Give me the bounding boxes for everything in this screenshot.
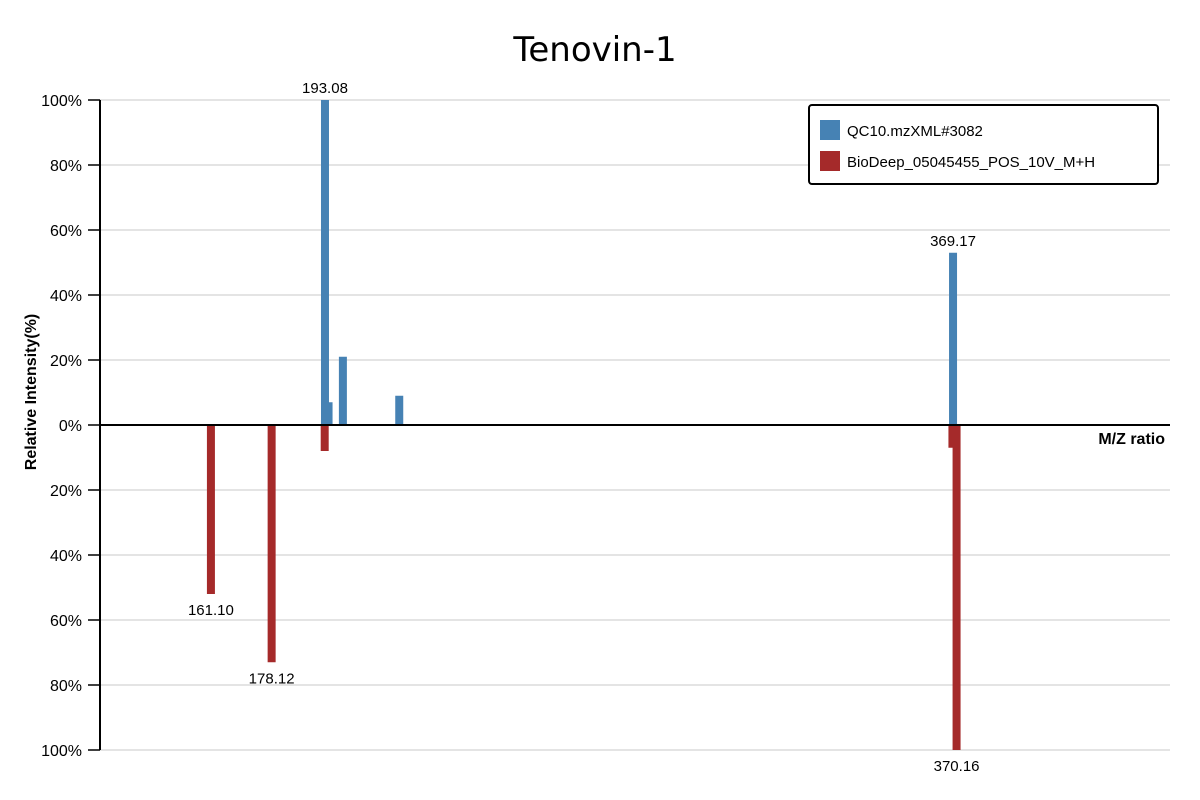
peak-label: 369.17 <box>930 233 976 250</box>
peak-bars <box>206 100 961 750</box>
peak-label: 161.10 <box>188 602 234 619</box>
peak-bar <box>949 252 958 425</box>
legend-swatch <box>820 151 840 171</box>
peak-bar <box>952 425 961 750</box>
y-tick-label-bottom: 60% <box>50 613 82 630</box>
y-tick-label-top: 100% <box>41 93 82 110</box>
peak-label: 193.08 <box>302 80 348 97</box>
peak-bar <box>267 425 276 663</box>
legend-label: QC10.mzXML#3082 <box>847 123 983 140</box>
legend-swatch <box>820 120 840 140</box>
y-tick-label-top: 40% <box>50 288 82 305</box>
grid-lines <box>100 99 1170 751</box>
y-tick-label-bottom: 100% <box>41 743 82 760</box>
y-tick-label-top: 80% <box>50 158 82 175</box>
y-tick-label-bottom: 80% <box>50 678 82 695</box>
peak-bar <box>338 356 347 425</box>
y-ticks: 0% 20% 40% 60% 80% 100% 20% 40% 60% 80% 100% <box>41 93 100 760</box>
chart-title: Tenovin-1 <box>512 30 676 70</box>
peak-bar <box>948 425 957 448</box>
peak-bar <box>395 395 404 425</box>
peak-bar <box>320 100 329 425</box>
y-tick-label-top: 0% <box>59 418 82 435</box>
legend: QC10.mzXML#3082 BioDeep_05045455_POS_10V_… <box>808 104 1159 185</box>
x-axis-title: M/Z ratio <box>1098 431 1165 448</box>
peak-bar <box>206 425 215 594</box>
peak-label: 370.16 <box>934 758 980 775</box>
legend-label: BioDeep_05045455_POS_10V_M+H <box>847 154 1095 171</box>
y-tick-label-bottom: 20% <box>50 483 82 500</box>
legend-box <box>808 104 1159 185</box>
axes <box>99 100 1170 750</box>
y-axis-title: Relative Intensity(%) <box>23 314 40 470</box>
y-tick-label-bottom: 40% <box>50 548 82 565</box>
peak-labels: 193.08 369.17 161.10 178.12 370.16 <box>188 80 980 775</box>
peak-bar <box>320 425 329 451</box>
peak-label: 178.12 <box>249 670 295 687</box>
y-tick-label-top: 20% <box>50 353 82 370</box>
y-tick-label-top: 60% <box>50 223 82 240</box>
peak-bar <box>324 402 333 425</box>
